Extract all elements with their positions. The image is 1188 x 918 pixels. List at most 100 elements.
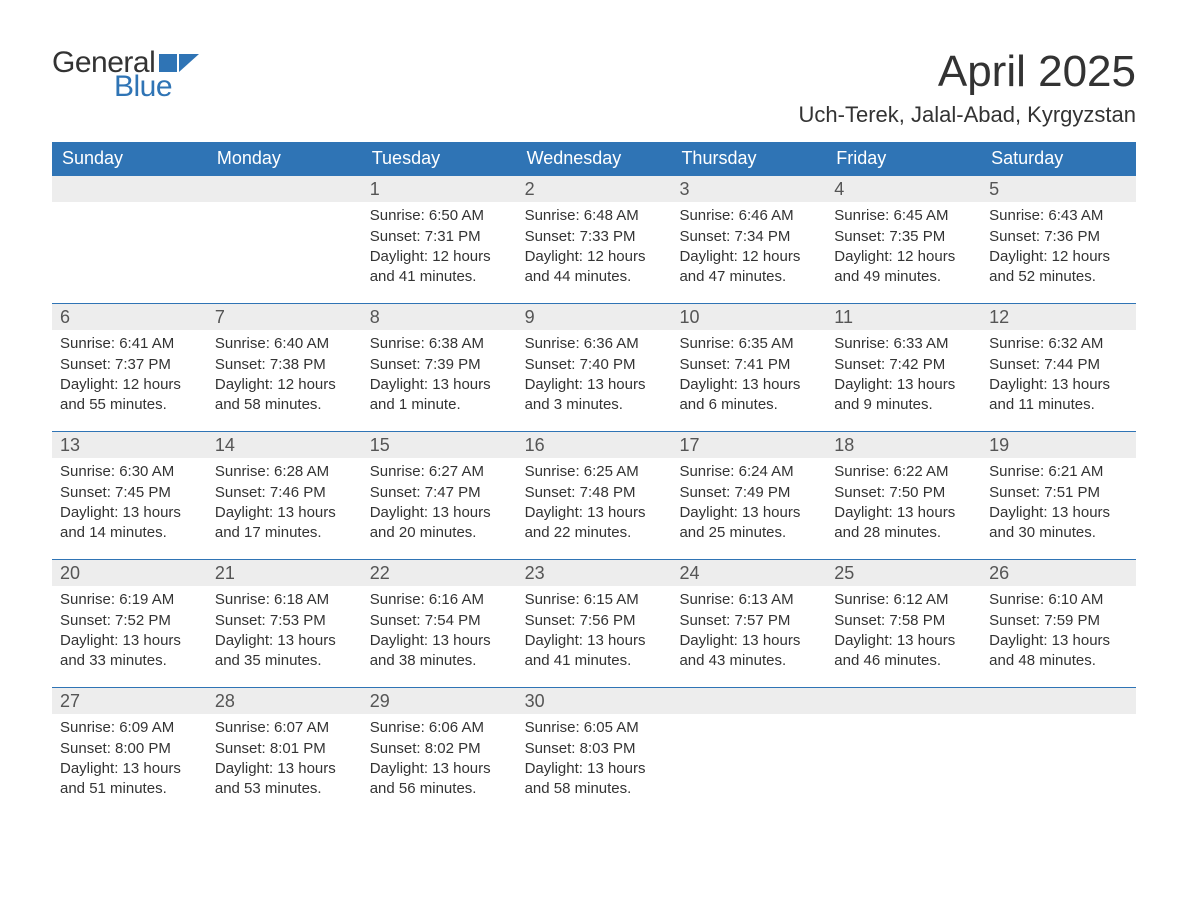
day-number	[671, 688, 826, 714]
day-details	[981, 714, 1136, 718]
day-number: 6	[52, 304, 207, 330]
day-details: Sunrise: 6:18 AMSunset: 7:53 PMDaylight:…	[207, 586, 362, 671]
sunrise-line: Sunrise: 6:33 AM	[834, 334, 973, 354]
calendar-cell: 8Sunrise: 6:38 AMSunset: 7:39 PMDaylight…	[362, 304, 517, 431]
sunset-line: Sunset: 7:36 PM	[989, 227, 1128, 247]
day-number: 29	[362, 688, 517, 714]
calendar-cell	[52, 176, 207, 303]
sunrise-line: Sunrise: 6:19 AM	[60, 590, 199, 610]
day-header-row: Sunday Monday Tuesday Wednesday Thursday…	[52, 142, 1136, 176]
day-number: 18	[826, 432, 981, 458]
sunset-line: Sunset: 7:37 PM	[60, 355, 199, 375]
logo: General Blue	[52, 48, 201, 102]
day-details: Sunrise: 6:43 AMSunset: 7:36 PMDaylight:…	[981, 202, 1136, 287]
calendar-cell: 25Sunrise: 6:12 AMSunset: 7:58 PMDayligh…	[826, 560, 981, 687]
calendar-cell	[671, 688, 826, 815]
daylight-line: Daylight: 13 hours and 17 minutes.	[215, 503, 354, 544]
sunrise-line: Sunrise: 6:25 AM	[525, 462, 664, 482]
day-details: Sunrise: 6:06 AMSunset: 8:02 PMDaylight:…	[362, 714, 517, 799]
day-number: 30	[517, 688, 672, 714]
day-details: Sunrise: 6:33 AMSunset: 7:42 PMDaylight:…	[826, 330, 981, 415]
daylight-line: Daylight: 13 hours and 28 minutes.	[834, 503, 973, 544]
day-number: 1	[362, 176, 517, 202]
day-number	[52, 176, 207, 202]
day-details: Sunrise: 6:19 AMSunset: 7:52 PMDaylight:…	[52, 586, 207, 671]
sunrise-line: Sunrise: 6:30 AM	[60, 462, 199, 482]
day-details: Sunrise: 6:12 AMSunset: 7:58 PMDaylight:…	[826, 586, 981, 671]
calendar-cell: 24Sunrise: 6:13 AMSunset: 7:57 PMDayligh…	[671, 560, 826, 687]
day-details: Sunrise: 6:15 AMSunset: 7:56 PMDaylight:…	[517, 586, 672, 671]
sunrise-line: Sunrise: 6:15 AM	[525, 590, 664, 610]
daylight-line: Daylight: 13 hours and 30 minutes.	[989, 503, 1128, 544]
daylight-line: Daylight: 13 hours and 22 minutes.	[525, 503, 664, 544]
sunset-line: Sunset: 7:45 PM	[60, 483, 199, 503]
day-number: 13	[52, 432, 207, 458]
day-details: Sunrise: 6:16 AMSunset: 7:54 PMDaylight:…	[362, 586, 517, 671]
calendar-cell: 19Sunrise: 6:21 AMSunset: 7:51 PMDayligh…	[981, 432, 1136, 559]
calendar-cell: 5Sunrise: 6:43 AMSunset: 7:36 PMDaylight…	[981, 176, 1136, 303]
day-number: 14	[207, 432, 362, 458]
sunrise-line: Sunrise: 6:45 AM	[834, 206, 973, 226]
day-number: 12	[981, 304, 1136, 330]
daylight-line: Daylight: 13 hours and 11 minutes.	[989, 375, 1128, 416]
sunrise-line: Sunrise: 6:28 AM	[215, 462, 354, 482]
day-number: 16	[517, 432, 672, 458]
daylight-line: Daylight: 13 hours and 43 minutes.	[679, 631, 818, 672]
calendar-cell	[826, 688, 981, 815]
day-number: 10	[671, 304, 826, 330]
day-details: Sunrise: 6:22 AMSunset: 7:50 PMDaylight:…	[826, 458, 981, 543]
day-details: Sunrise: 6:21 AMSunset: 7:51 PMDaylight:…	[981, 458, 1136, 543]
calendar-cell: 20Sunrise: 6:19 AMSunset: 7:52 PMDayligh…	[52, 560, 207, 687]
sunset-line: Sunset: 8:02 PM	[370, 739, 509, 759]
day-number: 4	[826, 176, 981, 202]
sunset-line: Sunset: 7:34 PM	[679, 227, 818, 247]
day-number: 2	[517, 176, 672, 202]
day-details: Sunrise: 6:45 AMSunset: 7:35 PMDaylight:…	[826, 202, 981, 287]
calendar-cell: 1Sunrise: 6:50 AMSunset: 7:31 PMDaylight…	[362, 176, 517, 303]
day-details: Sunrise: 6:32 AMSunset: 7:44 PMDaylight:…	[981, 330, 1136, 415]
sunset-line: Sunset: 8:01 PM	[215, 739, 354, 759]
day-number: 23	[517, 560, 672, 586]
daylight-line: Daylight: 12 hours and 41 minutes.	[370, 247, 509, 288]
day-number	[981, 688, 1136, 714]
sunset-line: Sunset: 7:58 PM	[834, 611, 973, 631]
calendar-cell: 17Sunrise: 6:24 AMSunset: 7:49 PMDayligh…	[671, 432, 826, 559]
sunset-line: Sunset: 7:40 PM	[525, 355, 664, 375]
day-number: 8	[362, 304, 517, 330]
calendar-cell: 29Sunrise: 6:06 AMSunset: 8:02 PMDayligh…	[362, 688, 517, 815]
day-details: Sunrise: 6:05 AMSunset: 8:03 PMDaylight:…	[517, 714, 672, 799]
day-number: 21	[207, 560, 362, 586]
day-header-sat: Saturday	[981, 142, 1136, 176]
calendar-cell: 13Sunrise: 6:30 AMSunset: 7:45 PMDayligh…	[52, 432, 207, 559]
day-details: Sunrise: 6:24 AMSunset: 7:49 PMDaylight:…	[671, 458, 826, 543]
sunrise-line: Sunrise: 6:36 AM	[525, 334, 664, 354]
sunset-line: Sunset: 7:47 PM	[370, 483, 509, 503]
day-details	[826, 714, 981, 718]
calendar-cell: 14Sunrise: 6:28 AMSunset: 7:46 PMDayligh…	[207, 432, 362, 559]
day-details: Sunrise: 6:27 AMSunset: 7:47 PMDaylight:…	[362, 458, 517, 543]
calendar-cell: 15Sunrise: 6:27 AMSunset: 7:47 PMDayligh…	[362, 432, 517, 559]
day-number: 22	[362, 560, 517, 586]
month-title: April 2025	[799, 48, 1136, 96]
day-number: 17	[671, 432, 826, 458]
calendar-cell: 30Sunrise: 6:05 AMSunset: 8:03 PMDayligh…	[517, 688, 672, 815]
sunrise-line: Sunrise: 6:32 AM	[989, 334, 1128, 354]
day-number: 7	[207, 304, 362, 330]
sunset-line: Sunset: 7:54 PM	[370, 611, 509, 631]
sunset-line: Sunset: 7:53 PM	[215, 611, 354, 631]
day-details: Sunrise: 6:50 AMSunset: 7:31 PMDaylight:…	[362, 202, 517, 287]
day-details: Sunrise: 6:40 AMSunset: 7:38 PMDaylight:…	[207, 330, 362, 415]
day-header-tue: Tuesday	[362, 142, 517, 176]
day-header-fri: Friday	[826, 142, 981, 176]
day-number: 5	[981, 176, 1136, 202]
daylight-line: Daylight: 13 hours and 46 minutes.	[834, 631, 973, 672]
day-number: 11	[826, 304, 981, 330]
day-number: 27	[52, 688, 207, 714]
day-number	[207, 176, 362, 202]
calendar-week: 13 Sunrise: 6:30 AMSunset: 7:45 PM Dayligh…	[52, 431, 1136, 559]
daylight-line: Daylight: 13 hours and 9 minutes.	[834, 375, 973, 416]
sunset-line: Sunset: 7:59 PM	[989, 611, 1128, 631]
logo-word2: Blue	[114, 72, 201, 102]
daylight-line: Daylight: 13 hours and 35 minutes.	[215, 631, 354, 672]
sunrise-line: Sunrise: 6:05 AM	[525, 718, 664, 738]
